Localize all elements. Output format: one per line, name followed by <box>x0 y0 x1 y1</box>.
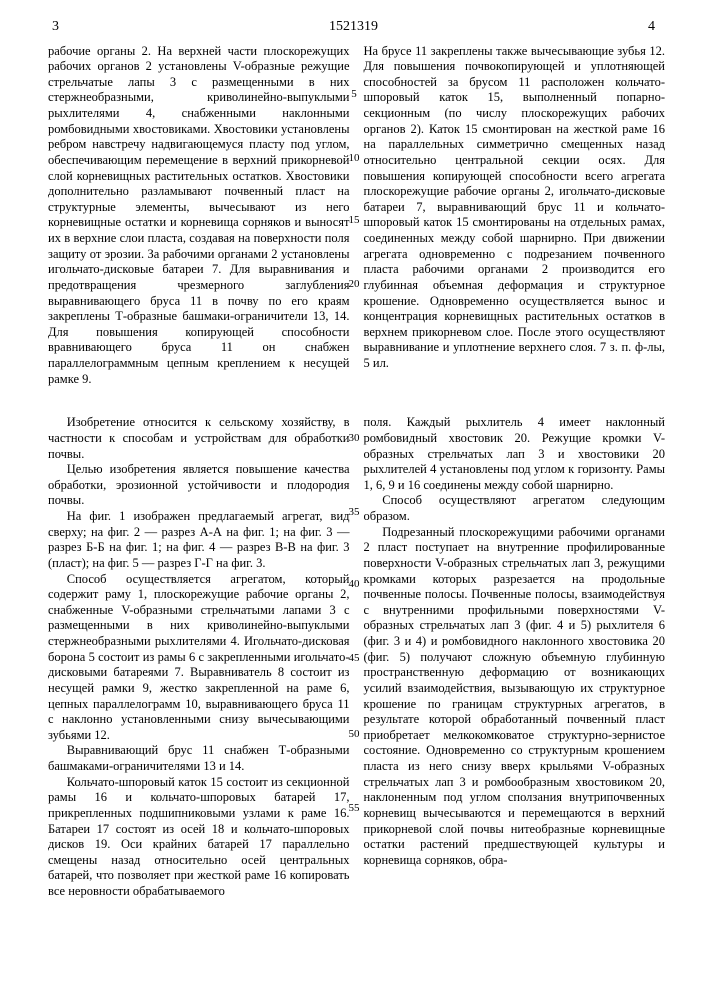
bl-p4: Способ осуществляется агрегатом, который… <box>48 572 350 744</box>
bl-p3: На фиг. 1 изображен предлагаемый агрегат… <box>48 509 350 572</box>
line-marker: 10 <box>346 152 362 166</box>
br-p1: поля. Каждый рыхлитель 4 имеет наклонный… <box>364 415 666 493</box>
bl-p1: Изобретение относится к сельскому хозяйс… <box>48 415 350 462</box>
br-p3: Подрезанный плоскорежущими рабочими орга… <box>364 525 666 869</box>
top-right-text: На брусе 11 закреплены также вычесывающи… <box>364 44 666 372</box>
patent-number-header: 1521319 <box>0 0 707 44</box>
line-marker: 15 <box>346 214 362 228</box>
line-marker: 20 <box>346 278 362 292</box>
line-marker: 50 <box>346 728 362 742</box>
bl-p5: Выравнивающий брус 11 снабжен Т-образным… <box>48 743 350 774</box>
bottom-right-column: поля. Каждый рыхлитель 4 имеет наклонный… <box>364 415 666 899</box>
line-marker: 40 <box>346 578 362 592</box>
line-marker: 35 <box>346 506 362 520</box>
top-left-column: рабочие органы 2. На верхней части плоск… <box>48 44 350 388</box>
br-p2: Способ осуществляют агрегатом следующим … <box>364 493 666 524</box>
line-marker: 30 <box>346 432 362 446</box>
line-marker: 45 <box>346 652 362 666</box>
page-number-right: 4 <box>648 18 655 36</box>
top-left-text: рабочие органы 2. На верхней части плоск… <box>48 44 350 388</box>
bottom-left-column: Изобретение относится к сельскому хозяйс… <box>48 415 350 899</box>
line-marker: 55 <box>346 802 362 816</box>
top-right-column: На брусе 11 закреплены также вычесывающи… <box>364 44 666 388</box>
line-marker: 5 <box>346 88 362 102</box>
bl-p6: Кольчато-шпоровый каток 15 состоит из се… <box>48 775 350 900</box>
page-number-left: 3 <box>52 18 59 36</box>
bl-p2: Целью изобретения является повышение кач… <box>48 462 350 509</box>
